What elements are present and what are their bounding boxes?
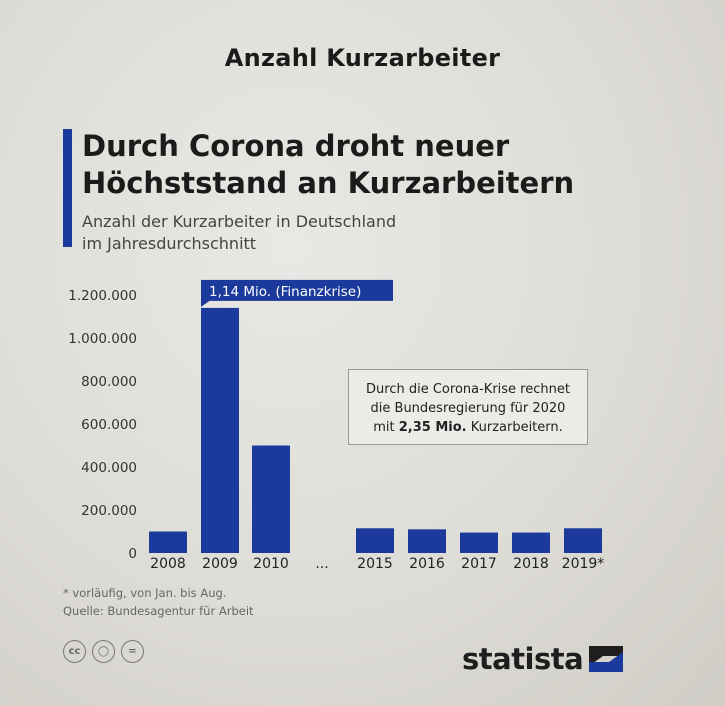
- annotation-line3-bold: 2,35 Mio.: [398, 420, 467, 435]
- annotation-line3: mit 2,35 Mio. Kurzarbeitern.: [349, 418, 587, 437]
- annotation-line3-prefix: mit: [373, 420, 399, 435]
- annotation-line3-suffix: Kurzarbeitern.: [466, 420, 563, 435]
- bar-2015: [356, 528, 394, 553]
- bar-2018: [512, 532, 550, 553]
- y-tick-label: 1.200.000: [68, 288, 137, 304]
- x-tick-label: 2009: [202, 556, 238, 572]
- source-line: Quelle: Bundesagentur für Arbeit: [63, 604, 254, 618]
- x-tick-label: 2008: [150, 556, 186, 572]
- bar-2017: [460, 532, 498, 553]
- bar-2009: [201, 307, 239, 553]
- statista-mark-icon: [589, 646, 624, 672]
- callout-label: 1,14 Mio. (Finanzkrise): [209, 284, 361, 300]
- page-heading: Anzahl Kurzarbeiter: [224, 44, 501, 72]
- bar-2010: [252, 445, 290, 553]
- chart-title-line2: Höchststand an Kurzarbeitern: [82, 166, 575, 200]
- y-tick-label: 400.000: [81, 460, 137, 476]
- x-tick-label: 2019*: [562, 556, 605, 572]
- title-accent-bar: [63, 129, 72, 247]
- y-tick-label: 600.000: [81, 417, 137, 433]
- footnote: * vorläufig, von Jan. bis Aug. Quelle: B…: [63, 584, 254, 620]
- license-icons: cc ◯ =: [63, 640, 144, 663]
- chart-title-line1: Durch Corona droht neuer: [82, 129, 510, 163]
- footnote-line1: * vorläufig, von Jan. bis Aug.: [63, 586, 227, 600]
- callout-pointer: [201, 299, 211, 307]
- annotation-line2: die Bundesregierung für 2020: [370, 401, 566, 416]
- chart-title: Durch Corona droht neuer Höchststand an …: [82, 128, 682, 202]
- statista-logo[interactable]: statista: [462, 642, 624, 676]
- chart-subtitle-line2: im Jahresdurchschnitt: [82, 234, 257, 253]
- x-axis-gap-label: ...: [315, 556, 328, 572]
- x-tick-label: 2018: [513, 556, 549, 572]
- creative-commons-icon: cc: [63, 640, 86, 663]
- no-derivatives-icon: =: [121, 640, 144, 663]
- bar-2019: [564, 528, 602, 553]
- forecast-annotation: Durch die Corona-Krise rechnet die Bunde…: [348, 369, 588, 445]
- chart-subtitle: Anzahl der Kurzarbeiter in Deutschland i…: [82, 211, 682, 255]
- bar-2016: [408, 529, 446, 553]
- y-tick-label: 200.000: [81, 503, 137, 519]
- annotation-line1: Durch die Corona-Krise rechnet: [366, 382, 570, 397]
- y-tick-label: 800.000: [81, 374, 137, 390]
- x-tick-label: 2016: [409, 556, 445, 572]
- chart-subtitle-line1: Anzahl der Kurzarbeiter in Deutschland: [82, 212, 397, 231]
- y-tick-label: 1.000.000: [68, 331, 137, 347]
- callout-box: [201, 279, 393, 301]
- y-tick-label: 0: [128, 546, 137, 562]
- logo-text: statista: [462, 642, 584, 676]
- x-tick-label: 2017: [461, 556, 497, 572]
- x-tick-label: 2010: [253, 556, 289, 572]
- bar-2008: [149, 531, 187, 553]
- x-tick-label: 2015: [357, 556, 393, 572]
- attribution-icon: ◯: [92, 640, 115, 663]
